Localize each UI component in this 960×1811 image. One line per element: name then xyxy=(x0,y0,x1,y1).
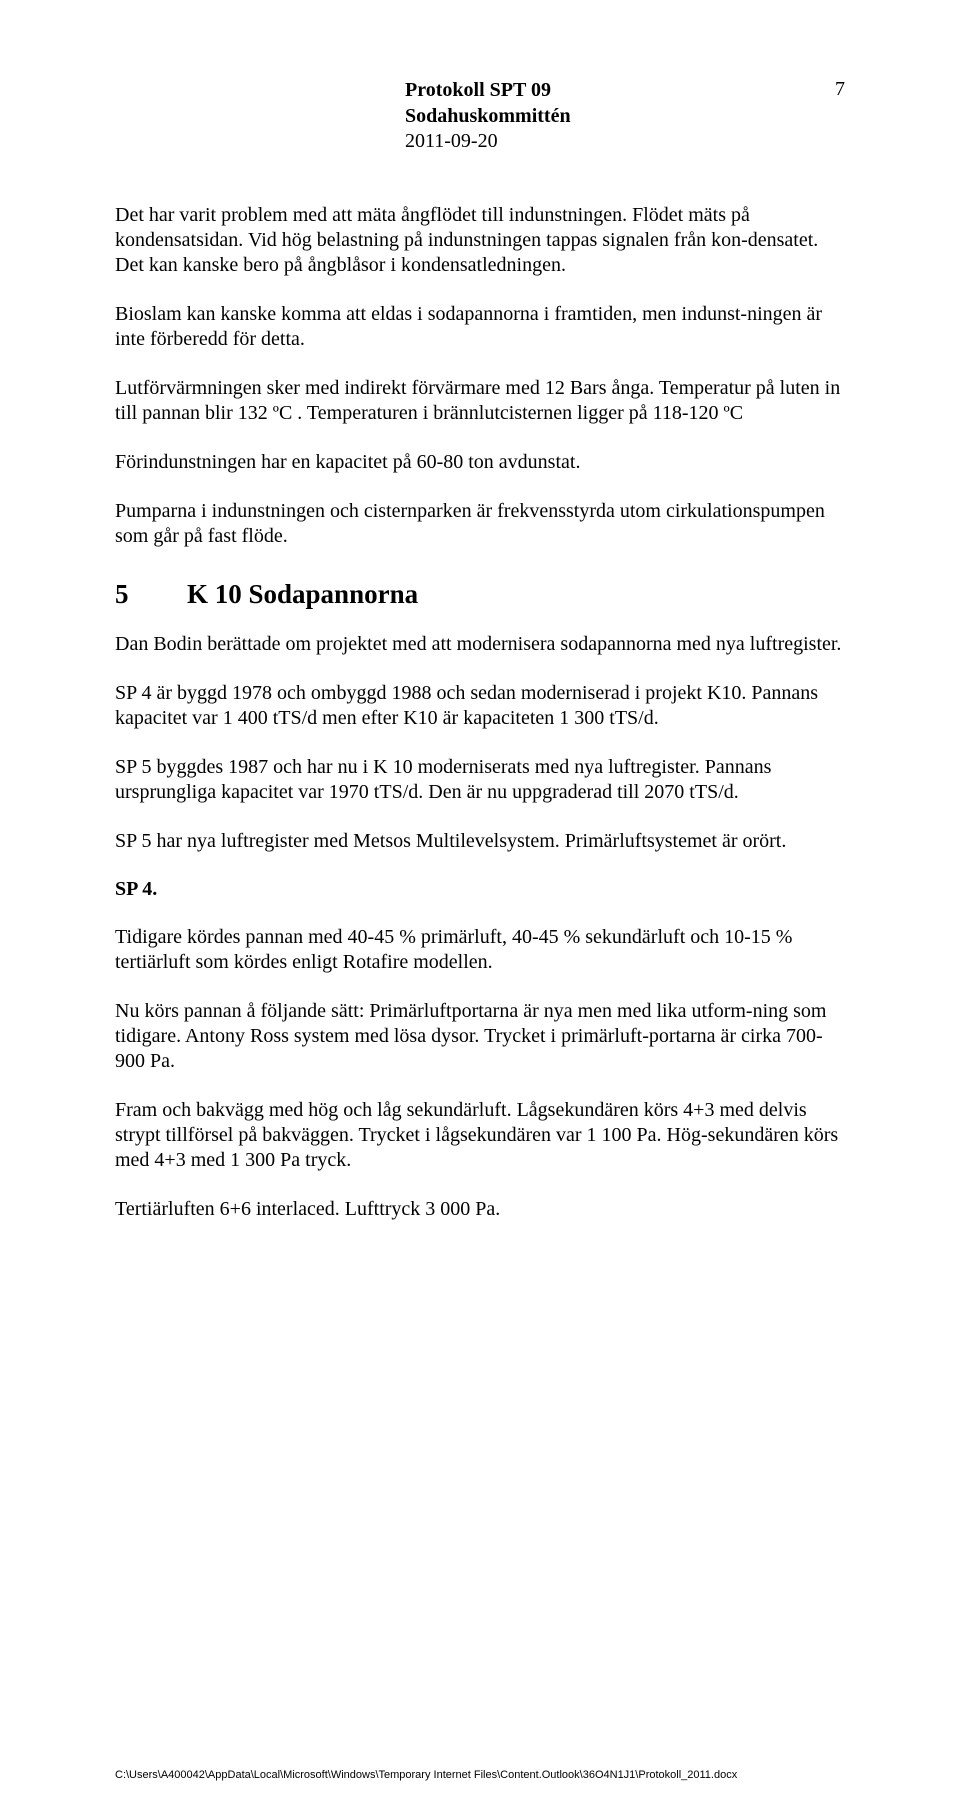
body-paragraph: Lutförvärmningen sker med indirekt förvä… xyxy=(115,376,845,426)
body-paragraph: SP 5 har nya luftregister med Metsos Mul… xyxy=(115,829,845,854)
section-number: 5 xyxy=(115,579,187,610)
header-subtitle: Sodahuskommittén xyxy=(405,104,845,130)
body-paragraph: SP 4 är byggd 1978 och ombyggd 1988 och … xyxy=(115,681,845,731)
section-title: K 10 Sodapannorna xyxy=(187,579,418,609)
body-paragraph: Bioslam kan kanske komma att eldas i sod… xyxy=(115,302,845,352)
body-paragraph: Pumparna i indunstningen och cisternpark… xyxy=(115,499,845,549)
body-paragraph: Nu körs pannan å följande sätt: Primärlu… xyxy=(115,999,845,1074)
body-paragraph: SP 5 byggdes 1987 och har nu i K 10 mode… xyxy=(115,755,845,805)
body-paragraph: Förindunstningen har en kapacitet på 60-… xyxy=(115,450,845,475)
header-date: 2011-09-20 xyxy=(405,129,845,155)
section-heading: 5K 10 Sodapannorna xyxy=(115,579,845,610)
body-paragraph: Fram och bakvägg med hög och låg sekundä… xyxy=(115,1098,845,1173)
subheading-sp4: SP 4. xyxy=(115,878,845,901)
body-paragraph: Dan Bodin berättade om projektet med att… xyxy=(115,632,845,657)
footer-filepath: C:\Users\A400042\AppData\Local\Microsoft… xyxy=(115,1769,845,1781)
body-paragraph: Det har varit problem med att mäta ångfl… xyxy=(115,203,845,278)
document-header: Protokoll SPT 09 Sodahuskommittén 2011-0… xyxy=(405,78,845,155)
document-page: 7 Protokoll SPT 09 Sodahuskommittén 2011… xyxy=(0,0,960,1811)
header-title: Protokoll SPT 09 xyxy=(405,78,845,104)
body-paragraph: Tidigare kördes pannan med 40-45 % primä… xyxy=(115,925,845,975)
body-paragraph: Tertiärluften 6+6 interlaced. Lufttryck … xyxy=(115,1197,845,1222)
